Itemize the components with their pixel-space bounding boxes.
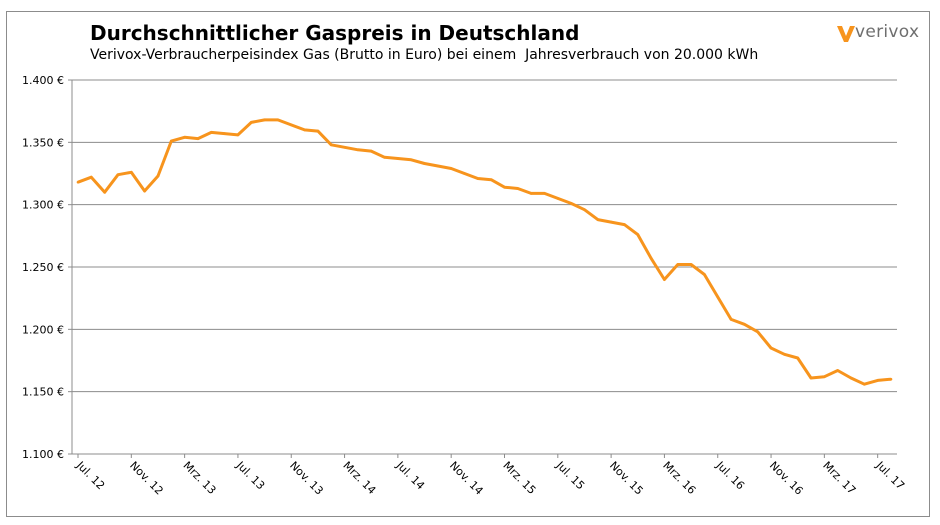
x-tick-label: Jul. 14 (393, 458, 427, 492)
data-point (516, 187, 520, 190)
data-point (383, 156, 386, 159)
data-point (449, 167, 453, 170)
data-point (676, 263, 680, 266)
axes (71, 80, 897, 455)
data-point (809, 376, 813, 380)
data-point (529, 192, 533, 195)
y-tick-label: 1.400 € (22, 74, 64, 87)
data-point (463, 172, 466, 175)
data-point (689, 263, 693, 266)
data-point (783, 353, 786, 356)
y-tick-label: 1.150 € (22, 386, 64, 399)
x-tick-label: Jul. 16 (713, 458, 747, 492)
x-tick-label: Mrz. 14 (340, 459, 378, 497)
data-point (623, 223, 626, 226)
data-point (769, 346, 773, 350)
x-tick-label: Jul. 13 (233, 458, 267, 492)
data-point (210, 131, 213, 134)
verivox-v-icon (837, 26, 855, 42)
y-tick-label: 1.200 € (22, 323, 64, 336)
x-tick-label: Mrz. 13 (181, 459, 219, 497)
data-point (76, 180, 80, 184)
data-point (823, 375, 826, 379)
data-point (396, 157, 400, 160)
data-point (103, 190, 106, 194)
y-tick-label: 1.350 € (22, 136, 64, 149)
verivox-logo: verivox (835, 20, 925, 48)
x-axis-ticks: Jul. 12 Nov. 12 Mrz. 13 Jul. 13 Nov. 13 Mrz. … (73, 454, 907, 498)
chart-title: Durchschnittlicher Gaspreis in Deutschla… (90, 21, 580, 45)
logo-text: verivox (855, 22, 920, 42)
data-point (223, 132, 226, 135)
data-point (303, 128, 306, 132)
data-point (663, 278, 666, 281)
data-point (596, 218, 600, 221)
data-point (556, 197, 560, 200)
data-point (436, 164, 440, 168)
data-point (183, 136, 186, 139)
data-point (90, 175, 93, 179)
chart-frame (6, 11, 930, 517)
y-tick-label: 1.250 € (22, 261, 64, 274)
data-point (889, 377, 893, 381)
data-point (316, 129, 320, 133)
gas-price-series-line (77, 118, 892, 386)
x-tick-label: Mrz. 16 (660, 459, 698, 497)
data-point (196, 137, 200, 140)
data-point (409, 158, 413, 162)
chart-subtitle: Verivox-Verbraucherpeisindex Gas (Brutto… (90, 47, 759, 63)
x-tick-label: Mrz. 15 (500, 459, 538, 497)
y-axis-ticks: 1.100 € 1.150 € 1.200 € 1.250 € 1.300 € 1.350… (22, 74, 72, 461)
data-point (236, 133, 240, 137)
data-point (636, 233, 640, 236)
x-tick-label: Nov. 13 (287, 459, 326, 498)
data-point (170, 139, 173, 143)
y-tick-label: 1.300 € (22, 199, 64, 212)
data-point (503, 185, 506, 189)
x-tick-label: Nov. 12 (127, 459, 166, 498)
x-tick-label: Jul. 15 (553, 458, 587, 492)
data-point (343, 146, 346, 149)
data-point (583, 208, 586, 211)
data-point (849, 376, 853, 380)
data-point (796, 356, 799, 360)
data-point (130, 171, 133, 174)
x-tick-label: Nov. 16 (767, 459, 806, 498)
data-point (756, 330, 759, 334)
data-point (703, 273, 706, 276)
data-point (609, 220, 613, 224)
x-tick-label: Nov. 14 (447, 459, 486, 498)
data-point (250, 121, 253, 124)
x-tick-label: Jul. 12 (73, 458, 107, 492)
data-point (116, 173, 120, 176)
data-point (423, 162, 426, 165)
data-point (743, 323, 746, 326)
data-point (543, 192, 546, 195)
data-point (276, 118, 280, 122)
data-point (356, 148, 360, 152)
data-point (143, 189, 146, 193)
data-point (729, 318, 733, 321)
data-point (863, 382, 866, 386)
y-tick-label: 1.100 € (22, 448, 64, 461)
data-point (569, 202, 573, 205)
data-point (156, 174, 160, 178)
data-point (289, 123, 293, 127)
x-tick-label: Jul. 17 (873, 458, 907, 492)
x-tick-label: Nov. 15 (607, 459, 646, 498)
x-tick-label: Mrz. 17 (820, 459, 858, 497)
data-point (876, 379, 879, 382)
data-point (649, 257, 653, 260)
data-point (476, 177, 480, 180)
data-point (263, 118, 266, 122)
grid-lines (72, 79, 897, 393)
data-point (489, 178, 493, 181)
data-point (329, 143, 333, 147)
series-group (76, 118, 893, 386)
data-point (369, 149, 373, 153)
data-point (716, 295, 719, 299)
data-point (836, 369, 839, 372)
